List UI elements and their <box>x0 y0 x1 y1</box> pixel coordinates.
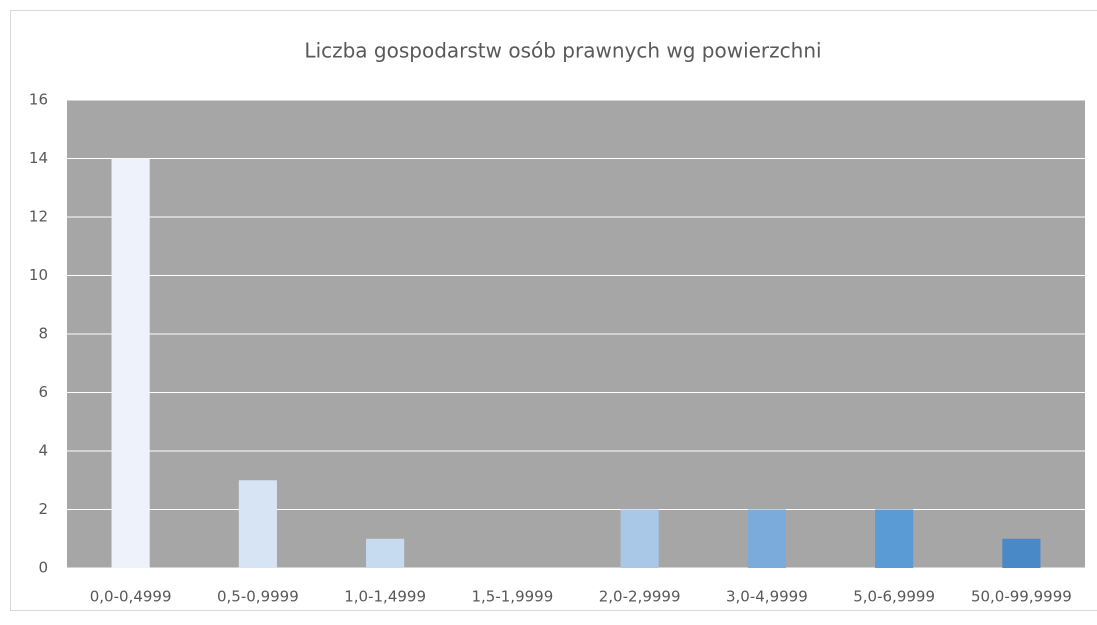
x-tick-label: 3,0-4,9999 <box>726 588 808 606</box>
bar <box>621 510 659 569</box>
bar <box>875 510 913 569</box>
y-tick-label: 2 <box>38 500 48 518</box>
bar <box>112 159 150 569</box>
y-tick-label: 10 <box>29 266 48 284</box>
x-tick-label: 1,0-1,4999 <box>344 588 426 606</box>
y-tick-label: 4 <box>38 442 48 460</box>
chart-title: Liczba gospodarstw osób prawnych wg powi… <box>304 39 821 63</box>
x-tick-label: 0,5-0,9999 <box>217 588 299 606</box>
y-tick-label: 8 <box>38 325 48 343</box>
y-tick-label: 0 <box>38 559 48 577</box>
y-tick-label: 6 <box>38 383 48 401</box>
bar <box>366 539 404 568</box>
bar <box>1002 539 1040 568</box>
x-tick-label: 5,0-6,9999 <box>853 588 935 606</box>
y-tick-label: 12 <box>29 208 48 226</box>
y-tick-label: 16 <box>29 91 48 109</box>
x-tick-label: 0,0-0,4999 <box>90 588 172 606</box>
y-tick-label: 14 <box>29 149 48 167</box>
x-tick-label: 1,5-1,9999 <box>471 588 553 606</box>
bar <box>239 480 277 568</box>
x-tick-label: 50,0-99,9999 <box>971 588 1072 606</box>
bar <box>748 510 786 569</box>
x-tick-label: 2,0-2,9999 <box>599 588 681 606</box>
